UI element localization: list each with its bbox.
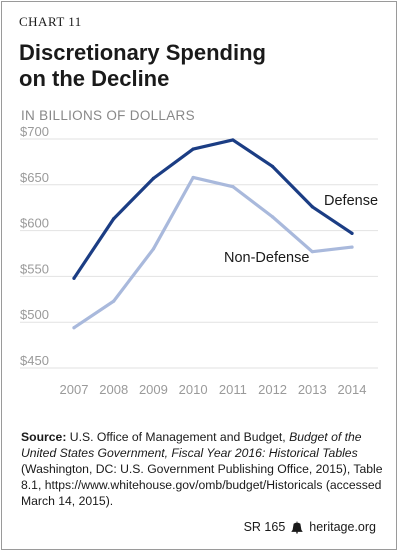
data-point-defense-2010 bbox=[191, 147, 195, 151]
data-point-non-defense-2013 bbox=[310, 250, 314, 254]
y-tick-label-450: $450 bbox=[20, 353, 49, 368]
chart-title-line-1: Discretionary Spending bbox=[19, 40, 266, 65]
x-tick-label-2010: 2010 bbox=[179, 382, 208, 397]
data-point-non-defense-2010 bbox=[191, 175, 195, 180]
y-tick-label-550: $550 bbox=[20, 261, 49, 276]
site-name: heritage.org bbox=[309, 520, 376, 534]
data-point-defense-2013 bbox=[310, 205, 314, 209]
report-id: SR 165 bbox=[243, 520, 286, 534]
data-point-non-defense-2012 bbox=[270, 215, 275, 219]
x-tick-label-2008: 2008 bbox=[99, 382, 128, 397]
data-point-defense-2009 bbox=[151, 176, 156, 180]
source-label: Source: bbox=[21, 430, 67, 444]
x-tick-label-2012: 2012 bbox=[258, 382, 287, 397]
x-tick-label-2013: 2013 bbox=[298, 382, 327, 397]
units-label: IN BILLIONS OF DOLLARS bbox=[21, 108, 195, 123]
series-label-defense: Defense bbox=[324, 193, 378, 209]
chart-number-label: CHART 11 bbox=[19, 14, 82, 29]
series-line-defense bbox=[72, 138, 354, 280]
data-point-non-defense-2007 bbox=[72, 326, 76, 330]
data-point-non-defense-2011 bbox=[231, 185, 235, 189]
data-point-non-defense-2008 bbox=[112, 299, 116, 303]
data-point-non-defense-2014 bbox=[350, 245, 354, 249]
source-text-2: (Washington, DC: U.S. Government Publish… bbox=[21, 462, 383, 508]
chart-title-line-2: on the Decline bbox=[19, 66, 170, 91]
y-tick-label-650: $650 bbox=[20, 170, 49, 185]
y-tick-label-500: $500 bbox=[20, 307, 49, 322]
x-tick-label-2011: 2011 bbox=[219, 382, 247, 397]
data-point-defense-2012 bbox=[270, 164, 275, 169]
y-tick-label-600: $600 bbox=[20, 216, 49, 231]
chart-title: Discretionary Spending on the Decline bbox=[19, 40, 379, 92]
y-tick-label-700: $700 bbox=[20, 124, 49, 139]
data-point-defense-2007 bbox=[72, 276, 76, 280]
data-point-defense-2008 bbox=[112, 217, 116, 221]
source-text-1: U.S. Office of Management and Budget, bbox=[66, 430, 290, 444]
source-note: Source: U.S. Office of Management and Bu… bbox=[21, 429, 383, 509]
line-chart: $450 $500 $550 $600 $650 $700 2007 2008 2009 2010… bbox=[20, 124, 378, 397]
data-point-defense-2011 bbox=[231, 138, 235, 142]
liberty-bell-icon bbox=[291, 521, 304, 533]
footer: SR 165 heritage.org bbox=[244, 520, 376, 534]
x-tick-label-2009: 2009 bbox=[139, 382, 168, 397]
series-label-non-defense: Non-Defense bbox=[224, 250, 309, 266]
x-tick-label-2014: 2014 bbox=[338, 382, 367, 397]
x-tick-label-2007: 2007 bbox=[60, 382, 89, 397]
data-point-defense-2014 bbox=[350, 231, 354, 235]
source-italic-title: Budget of the United States Government, … bbox=[21, 430, 362, 460]
series-line-non-defense bbox=[72, 175, 354, 330]
data-point-non-defense-2009 bbox=[151, 247, 156, 251]
